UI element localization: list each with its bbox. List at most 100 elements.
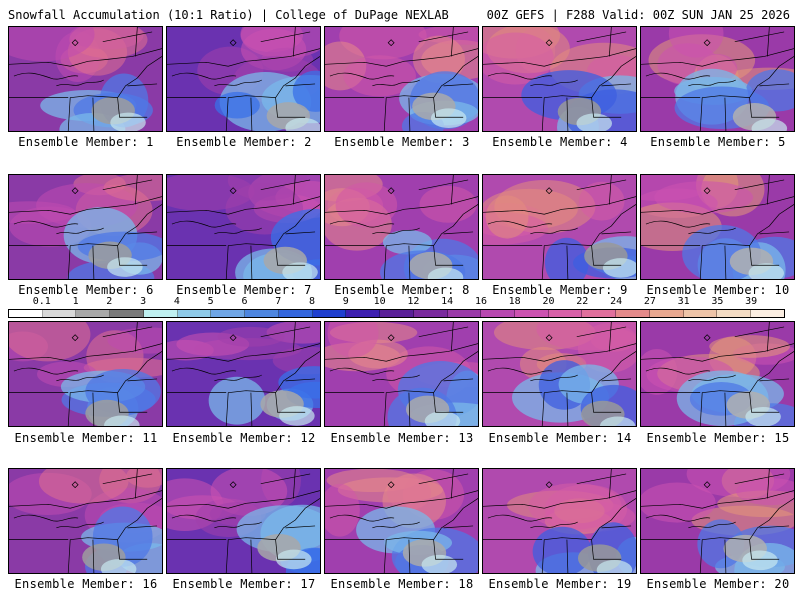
snowfall-map-icon	[325, 27, 478, 131]
snowfall-map-icon	[483, 175, 636, 279]
colorbar-tick-label: 18	[508, 296, 521, 307]
ensemble-map-5	[640, 26, 795, 132]
colorbar-segment	[751, 310, 784, 317]
ensemble-member-label: Ensemble Member: 3	[334, 135, 470, 149]
snowfall-colorbar	[8, 309, 785, 318]
ensemble-member-label: Ensemble Member: 8	[334, 283, 470, 297]
colorbar-labels: 0.1 1 2 3 4 5 6 7 8 9 10 12 14 16 18 20 22 24 27 31 35 39	[8, 296, 785, 308]
snowfall-map-icon	[641, 27, 794, 131]
colorbar-tick-label: 14	[441, 296, 454, 307]
colorbar-segment	[110, 310, 144, 317]
colorbar-tick-label: 39	[745, 296, 758, 307]
colorbar-tick-label: 2	[106, 296, 113, 307]
ensemble-member-label: Ensemble Member: 15	[646, 431, 790, 445]
snowfall-map-icon	[641, 469, 794, 573]
ensemble-member-label: Ensemble Member: 20	[646, 577, 790, 591]
colorbar-tick-label: 35	[711, 296, 724, 307]
colorbar-tick-label: 5	[207, 296, 214, 307]
colorbar-tick-label: 31	[677, 296, 690, 307]
colorbar-segment	[177, 310, 212, 317]
ensemble-map-7	[166, 174, 321, 280]
ensemble-map-1	[8, 26, 163, 132]
ensemble-map-9	[482, 174, 637, 280]
snowfall-map-icon	[9, 175, 162, 279]
ensemble-member-label: Ensemble Member: 11	[14, 431, 158, 445]
colorbar-tick-label: 24	[610, 296, 623, 307]
snowfall-map-icon	[9, 27, 162, 131]
colorbar-tick-label: 4	[173, 296, 180, 307]
ensemble-map-20	[640, 468, 795, 574]
ensemble-member-label: Ensemble Member: 4	[492, 135, 628, 149]
colorbar-segment	[42, 310, 77, 317]
colorbar-tick-label: 10	[373, 296, 386, 307]
ensemble-map-13	[324, 321, 479, 427]
ensemble-member-label: Ensemble Member: 9	[492, 283, 628, 297]
colorbar-segment	[447, 310, 482, 317]
colorbar-segment	[515, 310, 549, 317]
ensemble-map-8	[324, 174, 479, 280]
run-valid-time: 00Z GEFS | F288 Valid: 00Z SUN JAN 25 20…	[486, 8, 790, 22]
colorbar-segment	[76, 310, 111, 317]
colorbar-tick-label: 12	[407, 296, 420, 307]
ensemble-map-4	[482, 26, 637, 132]
colorbar-segment	[548, 310, 583, 317]
snowfall-map-icon	[483, 322, 636, 426]
colorbar-segment	[278, 310, 313, 317]
ensemble-member-label: Ensemble Member: 14	[488, 431, 632, 445]
colorbar-segment	[312, 310, 347, 317]
ensemble-member-label: Ensemble Member: 18	[330, 577, 474, 591]
colorbar-segment	[481, 310, 516, 317]
colorbar-segment	[245, 310, 279, 317]
ensemble-member-label: Ensemble Member: 1	[18, 135, 154, 149]
ensemble-member-label: Ensemble Member: 2	[176, 135, 312, 149]
colorbar-segment	[616, 310, 650, 317]
colorbar-tick-label: 16	[474, 296, 488, 307]
colorbar-tick-label: 8	[308, 296, 316, 307]
ensemble-member-label: Ensemble Member: 6	[18, 283, 154, 297]
colorbar-tick-label: 20	[542, 296, 555, 307]
snowfall-map-icon	[641, 322, 794, 426]
ensemble-member-label: Ensemble Member: 17	[172, 577, 316, 591]
ensemble-member-label: Ensemble Member: 12	[172, 431, 316, 445]
snowfall-map-icon	[325, 469, 478, 573]
snowfall-map-icon	[641, 175, 794, 279]
ensemble-map-17	[166, 468, 321, 574]
ensemble-map-18	[324, 468, 479, 574]
snowfall-map-icon	[9, 469, 162, 573]
ensemble-member-label: Ensemble Member: 13	[330, 431, 474, 445]
snowfall-map-icon	[167, 322, 320, 426]
ensemble-map-15	[640, 321, 795, 427]
ensemble-map-3	[324, 26, 479, 132]
colorbar-tick-label: 1	[72, 296, 79, 307]
snowfall-map-icon	[167, 27, 320, 131]
colorbar-segment	[346, 310, 381, 317]
colorbar-tick-label: 6	[241, 296, 248, 307]
ensemble-member-label: Ensemble Member: 7	[176, 283, 312, 297]
colorbar-segment	[9, 310, 43, 317]
snowfall-map-icon	[325, 322, 478, 426]
ensemble-member-label: Ensemble Member: 16	[14, 577, 158, 591]
ensemble-map-12	[166, 321, 321, 427]
page-title: Snowfall Accumulation (10:1 Ratio) | Col…	[8, 8, 449, 22]
ensemble-map-16	[8, 468, 163, 574]
colorbar-tick-label: 3	[140, 296, 147, 307]
colorbar-tick-label: 27	[643, 296, 656, 307]
colorbar-segment	[649, 310, 684, 317]
ensemble-map-2	[166, 26, 321, 132]
colorbar-segment	[582, 310, 617, 317]
snowfall-map-icon	[483, 469, 636, 573]
ensemble-member-label: Ensemble Member: 10	[646, 283, 790, 297]
ensemble-map-19	[482, 468, 637, 574]
snowfall-map-icon	[9, 322, 162, 426]
colorbar-segment	[413, 310, 448, 317]
colorbar-tick-label: 7	[275, 296, 282, 307]
snowfall-map-icon	[167, 175, 320, 279]
colorbar-segment	[143, 310, 178, 317]
ensemble-member-label: Ensemble Member: 19	[488, 577, 632, 591]
snowfall-map-icon	[325, 175, 478, 279]
ensemble-map-10	[640, 174, 795, 280]
colorbar-tick-label: 22	[576, 296, 589, 307]
ensemble-map-14	[482, 321, 637, 427]
colorbar-segment	[380, 310, 414, 317]
ensemble-member-label: Ensemble Member: 5	[650, 135, 786, 149]
